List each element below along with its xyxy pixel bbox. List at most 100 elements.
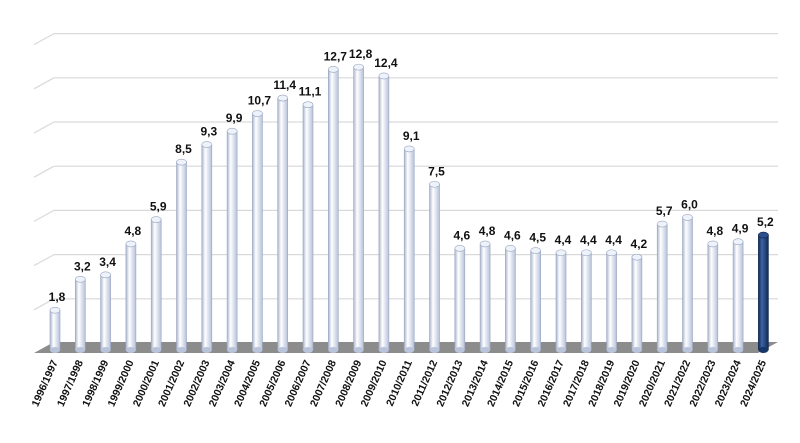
value-label: 4,4: [605, 233, 622, 247]
bar-base: [429, 347, 440, 353]
value-label: 5,9: [150, 200, 167, 214]
bar-body: [555, 252, 567, 351]
bar-body: [707, 243, 719, 351]
bar-top: [732, 238, 744, 246]
bar-base: [733, 347, 744, 353]
bar-base: [252, 347, 263, 353]
bar-body: [49, 309, 61, 351]
bar-2021/2022: [682, 214, 693, 353]
value-label: 4,8: [479, 224, 496, 238]
bar-base: [353, 347, 364, 353]
bar-body: [530, 250, 542, 351]
bar-top: [353, 63, 364, 71]
bar-top: [49, 306, 61, 314]
bar-2013/2014: [479, 240, 491, 353]
bar-top: [479, 240, 491, 248]
bar-base: [227, 347, 238, 353]
bar-base: [125, 347, 136, 353]
bar-2015/2016: [530, 247, 542, 353]
bar-base: [758, 347, 769, 353]
bar-2019/2020: [631, 253, 643, 353]
bar-top: [378, 72, 390, 80]
value-label: 12,8: [349, 47, 373, 61]
bar-2011/2012: [429, 180, 440, 353]
bar-top: [226, 127, 238, 135]
bar-top: [327, 66, 339, 73]
value-label: 6,0: [681, 197, 698, 211]
bar-2006/2007: [302, 101, 314, 353]
gridline-left: [33, 254, 55, 267]
bar-base: [378, 347, 389, 353]
bar-body: [631, 256, 643, 351]
bar-body: [429, 183, 440, 351]
bar-top: [429, 180, 440, 188]
value-label: 5,7: [656, 204, 673, 218]
value-label: 11,1: [299, 85, 322, 99]
bar-base: [303, 347, 313, 353]
bar-base: [201, 347, 212, 353]
bar-top: [707, 240, 719, 248]
bar-body: [302, 104, 314, 351]
bar-base: [530, 347, 541, 353]
bar-1998/1999: [100, 271, 111, 353]
bar-body: [226, 130, 238, 351]
bar-body: [353, 66, 364, 351]
bars: [49, 63, 769, 353]
bar-base: [50, 347, 60, 353]
gridline-left: [33, 298, 55, 311]
value-label: 3,4: [99, 255, 116, 269]
bar-body: [75, 278, 86, 351]
gridline-left: [33, 33, 55, 46]
bar-top: [682, 214, 693, 221]
gridline-left: [33, 121, 55, 134]
value-label: 10,7: [248, 94, 272, 108]
bar-base: [480, 347, 491, 353]
value-label: 9,3: [200, 124, 217, 138]
bar-top: [252, 110, 263, 117]
bar-body: [277, 97, 289, 351]
bar-base: [404, 347, 415, 353]
value-label: 11,4: [273, 78, 296, 92]
bar-1997/1998: [75, 275, 86, 353]
bar-base: [75, 347, 86, 353]
bar-body: [732, 241, 744, 351]
bar-top: [631, 253, 643, 261]
bar-base: [328, 347, 339, 353]
bar-base: [176, 347, 187, 353]
bar-2002/2003: [201, 141, 213, 353]
bar-body: [656, 223, 668, 351]
bar-2008/2009: [353, 63, 364, 353]
bar-2017/2018: [580, 249, 592, 353]
value-label: 4,6: [453, 228, 470, 242]
gridline-left: [33, 209, 55, 222]
bar-body: [327, 69, 339, 351]
bar-top: [176, 158, 187, 166]
bar-1996/1997: [49, 306, 61, 353]
bar-2005/2006: [277, 94, 289, 353]
bar-2000/2001: [150, 216, 162, 353]
bar-top: [125, 240, 137, 248]
bar-2020/2021: [656, 220, 668, 353]
bar-body: [176, 161, 187, 351]
value-label: 4,4: [555, 233, 572, 247]
bar-top: [758, 231, 769, 239]
value-label: 4,2: [631, 237, 648, 251]
value-label: 8,5: [175, 142, 192, 156]
bar-body: [479, 243, 491, 351]
bar-base: [277, 347, 288, 353]
bar-2022/2023: [707, 240, 719, 353]
gridline-left: [33, 165, 55, 178]
bar-body: [201, 144, 213, 351]
bar-top: [302, 101, 314, 108]
bar-body: [505, 248, 516, 351]
value-label: 12,7: [324, 49, 348, 63]
bar-base: [631, 347, 642, 353]
bar-body: [580, 252, 592, 351]
gridline-left: [33, 77, 55, 90]
bar-body: [758, 234, 769, 351]
bar-body: [100, 274, 111, 351]
bar-base: [505, 347, 516, 353]
bar-top: [150, 216, 162, 223]
bar-2024/2025: [758, 231, 769, 353]
